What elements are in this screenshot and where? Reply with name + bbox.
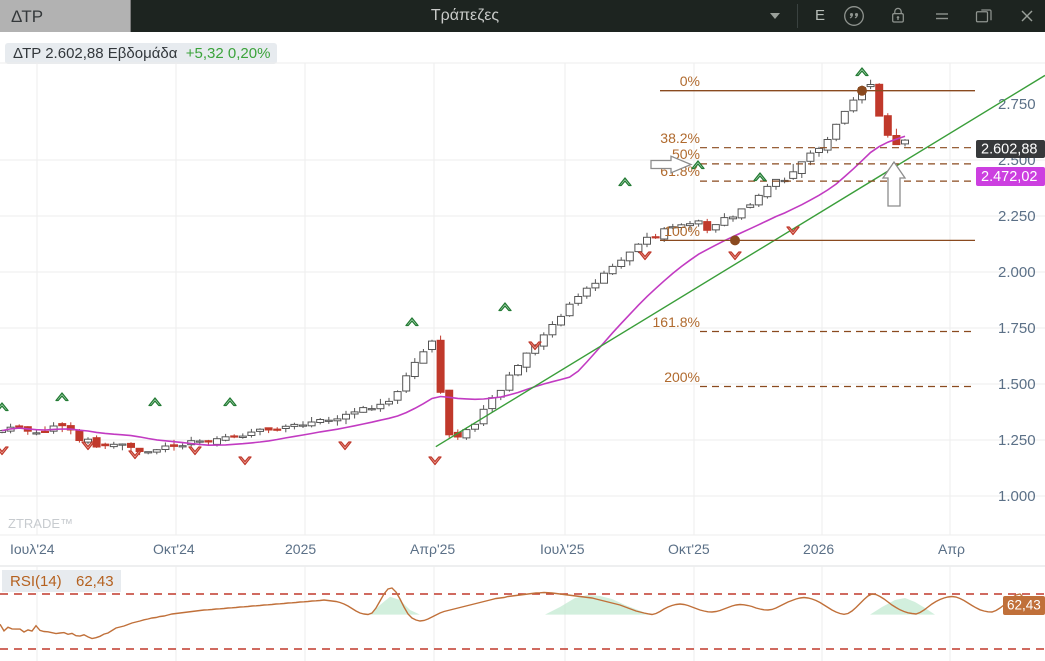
svg-text:2.750: 2.750 bbox=[998, 96, 1036, 113]
svg-text:1.750: 1.750 bbox=[998, 320, 1036, 337]
svg-text:1.000: 1.000 bbox=[998, 488, 1036, 505]
svg-text:Ιουλ'24: Ιουλ'24 bbox=[10, 541, 55, 557]
svg-text:2026: 2026 bbox=[803, 541, 834, 557]
svg-text:200%: 200% bbox=[664, 369, 700, 385]
svg-text:161.8%: 161.8% bbox=[653, 314, 700, 330]
svg-text:Οκτ'25: Οκτ'25 bbox=[668, 541, 710, 557]
svg-text:38.2%: 38.2% bbox=[660, 130, 700, 146]
svg-text:Οκτ'24: Οκτ'24 bbox=[153, 541, 195, 557]
svg-text:ZTRADE™: ZTRADE™ bbox=[8, 516, 73, 531]
svg-text:62,43: 62,43 bbox=[76, 573, 114, 590]
svg-text:2025: 2025 bbox=[285, 541, 316, 557]
svg-text:1.500: 1.500 bbox=[998, 376, 1036, 393]
svg-text:Ιουλ'25: Ιουλ'25 bbox=[540, 541, 585, 557]
svg-text:100%: 100% bbox=[664, 223, 700, 239]
svg-text:RSI(14): RSI(14) bbox=[10, 573, 62, 590]
svg-text:1.250: 1.250 bbox=[998, 432, 1036, 449]
svg-text:Απρ'25: Απρ'25 bbox=[410, 541, 455, 557]
svg-text:2.602,88: 2.602,88 bbox=[981, 142, 1037, 158]
svg-text:2.250: 2.250 bbox=[998, 208, 1036, 225]
svg-text:2.472,02: 2.472,02 bbox=[981, 169, 1037, 185]
svg-text:Απρ: Απρ bbox=[938, 541, 965, 557]
svg-text:2.000: 2.000 bbox=[998, 264, 1036, 281]
svg-text:0%: 0% bbox=[680, 73, 700, 89]
svg-text:62,43: 62,43 bbox=[1007, 598, 1041, 613]
